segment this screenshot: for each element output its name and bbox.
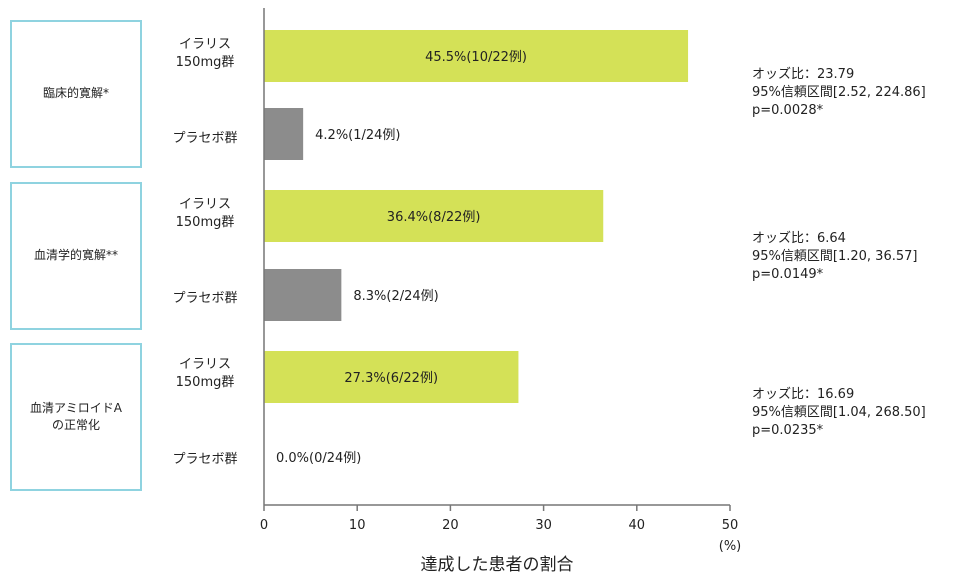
x-axis-unit: (%) xyxy=(719,539,742,554)
x-axis-title: 達成した患者の割合 xyxy=(421,555,574,575)
p-value: p=0.0149* xyxy=(752,266,824,282)
group-label: 臨床的寛解* xyxy=(42,86,109,101)
treatment-bar xyxy=(264,351,519,403)
treatment-bar xyxy=(264,30,689,82)
stats-block-serological: オッズ比：6.64 95%信頼区間[1.20, 36.57] p=0.0149* xyxy=(752,230,917,284)
x-tick-label: 40 xyxy=(629,518,646,533)
bar-value-label: 36.4%(8/22例) xyxy=(387,210,481,225)
bar-value-label: 27.3%(6/22例) xyxy=(344,371,438,386)
x-tick-label: 0 xyxy=(260,518,268,533)
arm-label-treatment: イラリス 150mg群 xyxy=(175,37,235,70)
bar-value-label: 0.0%(0/24例) xyxy=(276,451,361,466)
group-box-clinical-remission: 臨床的寛解* xyxy=(10,20,142,168)
p-value: p=0.0235* xyxy=(752,422,824,438)
confidence-interval: 95%信頼区間[1.20, 36.57] xyxy=(752,248,918,264)
x-tick-label: 10 xyxy=(349,518,366,533)
group-box-serological-remission: 血清学的寛解** xyxy=(10,182,142,330)
confidence-interval: 95%信頼区間[1.04, 268.50] xyxy=(752,404,926,420)
arm-label-placebo: プラセボ群 xyxy=(172,291,238,306)
group-label: 血清学的寛解** xyxy=(33,248,118,263)
odds-ratio: オッズ比：16.69 xyxy=(752,387,855,402)
x-tick-label: 50 xyxy=(722,518,739,533)
bar-value-label: 45.5%(10/22例) xyxy=(425,50,527,65)
treatment-bar xyxy=(264,190,604,242)
bar-value-label: 4.2%(1/24例) xyxy=(315,128,400,143)
x-tick-label: 30 xyxy=(535,518,552,533)
placebo-bar xyxy=(264,108,304,160)
stats-block-saa: オッズ比：16.69 95%信頼区間[1.04, 268.50] p=0.023… xyxy=(752,386,926,440)
bar-value-label: 8.3%(2/24例) xyxy=(353,289,438,304)
arm-label-treatment: イラリス 150mg群 xyxy=(175,197,235,230)
x-tick-label: 20 xyxy=(442,518,459,533)
arm-label-treatment: イラリス 150mg群 xyxy=(175,357,235,390)
stats-block-clinical: オッズ比：23.79 95%信頼区間[2.52, 224.86] p=0.002… xyxy=(752,66,926,120)
odds-ratio: オッズ比：23.79 xyxy=(752,67,855,82)
arm-label-placebo: プラセボ群 xyxy=(172,452,238,467)
group-label: 血清アミロイドA の正常化 xyxy=(30,400,122,432)
confidence-interval: 95%信頼区間[2.52, 224.86] xyxy=(752,84,926,100)
p-value: p=0.0028* xyxy=(752,102,824,118)
odds-ratio: オッズ比：6.64 xyxy=(752,231,846,246)
arm-label-placebo: プラセボ群 xyxy=(172,131,238,146)
placebo-bar xyxy=(264,269,342,321)
group-box-saa-normalization: 血清アミロイドA の正常化 xyxy=(10,343,142,491)
